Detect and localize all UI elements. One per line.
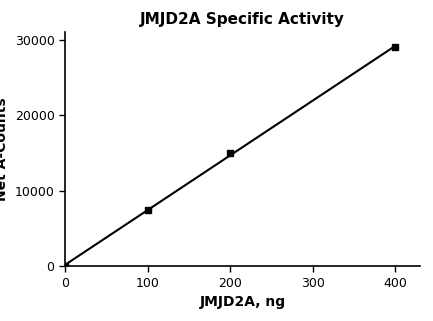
Y-axis label: Net A-Counts: Net A-Counts [0, 98, 9, 201]
Title: JMJD2A Specific Activity: JMJD2A Specific Activity [140, 12, 345, 27]
X-axis label: JMJD2A, ng: JMJD2A, ng [200, 295, 285, 309]
